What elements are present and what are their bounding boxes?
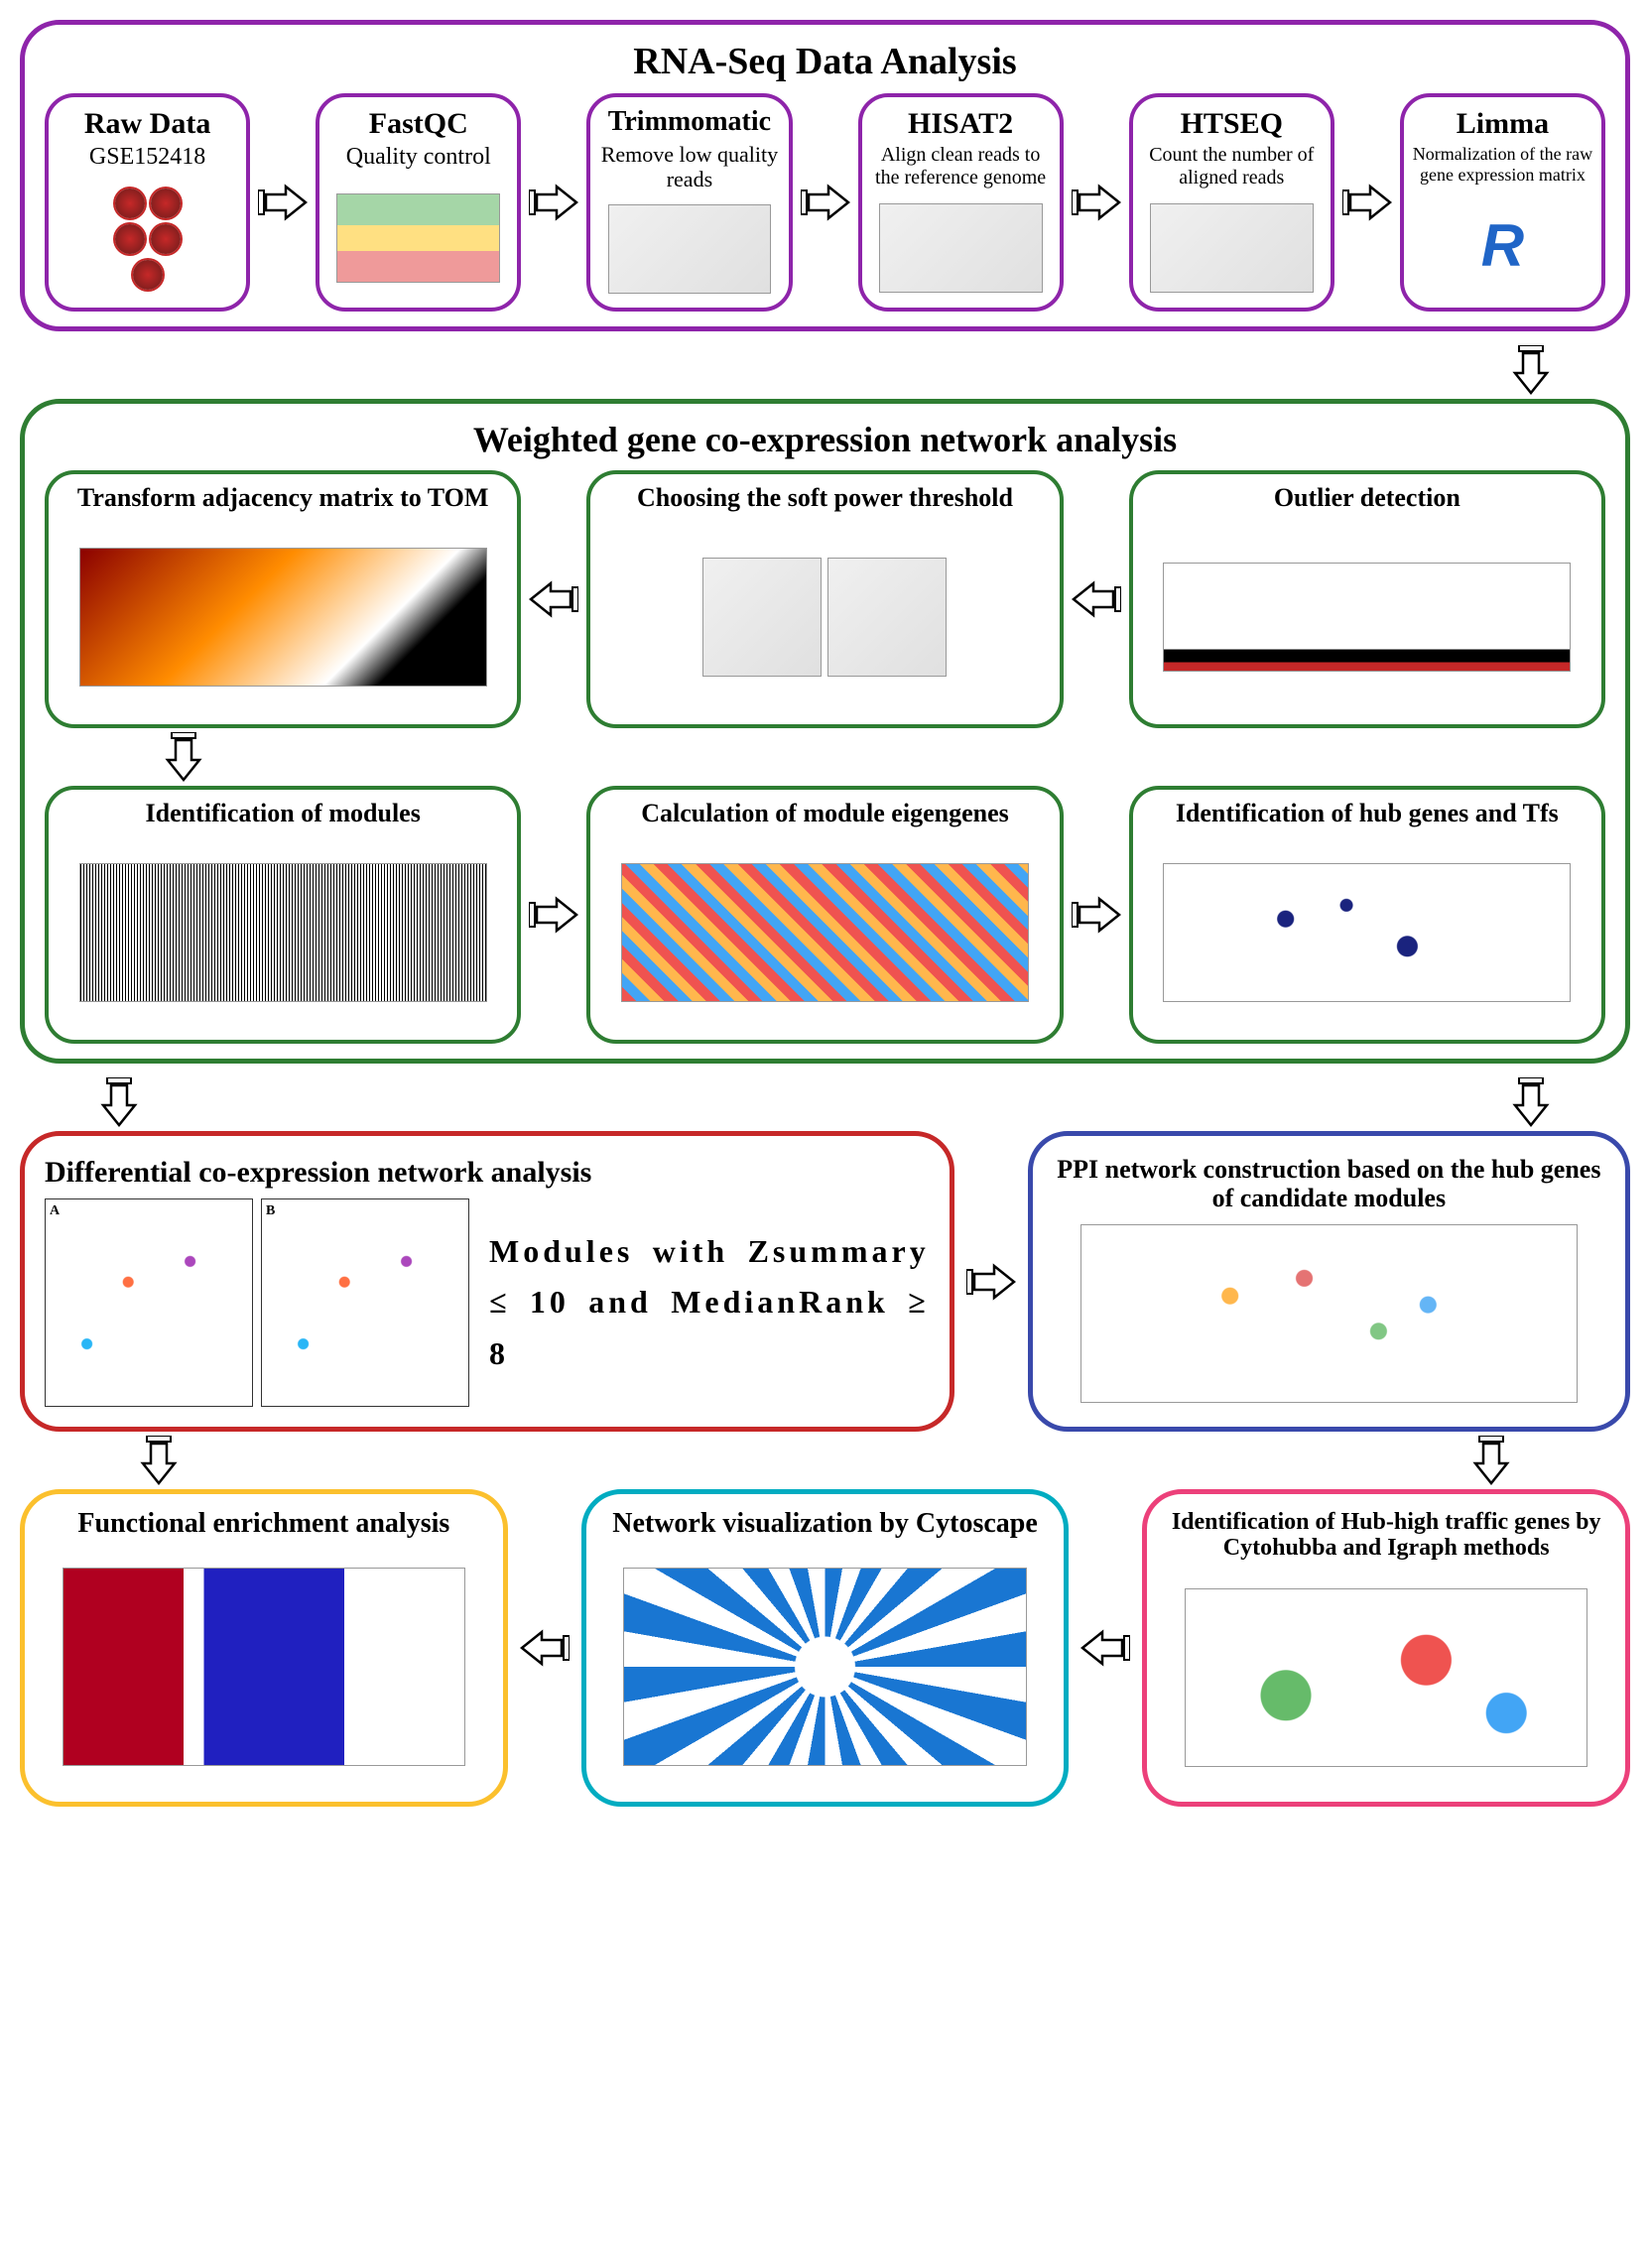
- wgcna-row2: Identification of modules Calculation of…: [45, 786, 1605, 1044]
- step-title: Identification of hub genes and Tfs: [1176, 800, 1559, 828]
- arrow-down-icon: [1511, 345, 1551, 395]
- arrow-down-icon: [1511, 1077, 1551, 1127]
- step-sub: Normalization of the raw gene expression…: [1412, 144, 1593, 185]
- arrow-down-icon: [164, 732, 203, 782]
- module-dendro-icon: [57, 836, 509, 1030]
- softpower-plot-icon: [598, 521, 1051, 714]
- step-title: Outlier detection: [1274, 484, 1460, 513]
- qc-plot-icon: [327, 180, 509, 298]
- section-rnaseq: RNA-Seq Data Analysis Raw Data GSE152418…: [20, 20, 1630, 331]
- tom-heatmap-icon: [57, 521, 509, 714]
- box-enrichment: Functional enrichment analysis: [20, 1489, 508, 1807]
- section2-title: Weighted gene co-expression network anal…: [45, 419, 1605, 460]
- step-title: Trimmomatic: [608, 107, 771, 138]
- preservation-plots: A B: [45, 1198, 469, 1407]
- arrow-right-icon: [801, 183, 850, 222]
- cytoscape-net-icon: [601, 1548, 1050, 1787]
- step-outlier: Outlier detection: [1129, 470, 1605, 728]
- section-ppi: PPI network construction based on the hu…: [1028, 1131, 1630, 1432]
- enrichment-bars-icon: [40, 1548, 488, 1787]
- hub-network-icon: [1141, 836, 1593, 1030]
- section-wgcna: Weighted gene co-expression network anal…: [20, 399, 1630, 1064]
- section3b-title: PPI network construction based on the hu…: [1053, 1156, 1605, 1212]
- arrow-left-icon: [529, 579, 578, 619]
- arrow-down-icon: [99, 1077, 139, 1127]
- step-hisat2: HISAT2 Align clean reads to the referenc…: [858, 93, 1064, 312]
- step-eigengenes: Calculation of module eigengenes: [586, 786, 1063, 1044]
- step-title: FastQC: [369, 107, 468, 140]
- arrow-left-icon: [1072, 579, 1121, 619]
- step-sub: Count the number of aligned reads: [1141, 144, 1323, 189]
- box-cytoscape: Network visualization by Cytoscape: [581, 1489, 1070, 1807]
- bottom-row: Functional enrichment analysis Network v…: [20, 1489, 1630, 1807]
- section1-row: Raw Data GSE152418 FastQC Quality contro…: [45, 93, 1605, 312]
- criteria-text: Modules with Zsummary ≤ 10 and MedianRan…: [489, 1226, 930, 1379]
- step-fastqc: FastQC Quality control: [316, 93, 521, 312]
- trim-plot-icon: [598, 199, 780, 298]
- arrow-right-icon: [258, 183, 308, 222]
- step-htseq: HTSEQ Count the number of aligned reads: [1129, 93, 1334, 312]
- arrow-left-icon: [520, 1628, 570, 1668]
- box-hubtraffic: Identification of Hub-high traffic genes…: [1142, 1489, 1630, 1807]
- connector-3-4: [20, 1432, 1630, 1489]
- r-logo-icon: R: [1412, 192, 1593, 298]
- arrow-right-icon: [1342, 183, 1392, 222]
- arrow-right-icon: [966, 1262, 1016, 1302]
- bottom-title: Network visualization by Cytoscape: [612, 1509, 1038, 1540]
- step-hubgenes: Identification of hub genes and Tfs: [1129, 786, 1605, 1044]
- section1-title: RNA-Seq Data Analysis: [45, 40, 1605, 83]
- section-diffcoexp: Differential co-expression network analy…: [20, 1131, 954, 1432]
- ppi-network-icon: [1053, 1220, 1605, 1407]
- arrow-right-icon: [1072, 895, 1121, 935]
- step-modules: Identification of modules: [45, 786, 521, 1044]
- step-title: Choosing the soft power threshold: [637, 484, 1013, 513]
- connector-1-2: [20, 341, 1630, 399]
- step-trimmomatic: Trimmomatic Remove low quality reads: [586, 93, 792, 312]
- step-softpower: Choosing the soft power threshold: [586, 470, 1063, 728]
- step-title: HISAT2: [908, 107, 1013, 140]
- wgcna-row1: Transform adjacency matrix to TOM Choosi…: [45, 470, 1605, 728]
- step-title: Transform adjacency matrix to TOM: [77, 484, 489, 513]
- arrow-right-icon: [529, 895, 578, 935]
- step-sub: Remove low quality reads: [598, 142, 780, 192]
- step-sub: GSE152418: [89, 144, 205, 172]
- outlier-dendro-icon: [1141, 521, 1593, 714]
- step-sub: Align clean reads to the reference genom…: [870, 144, 1052, 189]
- align-plot-icon: [870, 197, 1052, 298]
- arrow-left-icon: [1080, 1628, 1130, 1668]
- step-tom: Transform adjacency matrix to TOM: [45, 470, 521, 728]
- bottom-title: Functional enrichment analysis: [77, 1509, 449, 1540]
- step-rawdata: Raw Data GSE152418: [45, 93, 250, 312]
- virus-icon: [57, 180, 238, 298]
- bottom-title: Identification of Hub-high traffic genes…: [1162, 1509, 1610, 1562]
- section3-row: Differential co-expression network analy…: [20, 1131, 1630, 1432]
- section3a-title: Differential co-expression network analy…: [45, 1156, 930, 1189]
- arrow-right-icon: [1072, 183, 1121, 222]
- connector-2-3: [20, 1073, 1630, 1131]
- step-title: Identification of modules: [145, 800, 420, 828]
- arrow-right-icon: [529, 183, 578, 222]
- step-sub: Quality control: [346, 144, 491, 172]
- wgcna-v-conn: [45, 728, 1605, 786]
- cluster-nets-icon: [1162, 1570, 1610, 1787]
- arrow-down-icon: [1471, 1436, 1511, 1485]
- step-title: Limma: [1457, 107, 1549, 140]
- step-title: HTSEQ: [1181, 107, 1283, 140]
- count-plot-icon: [1141, 197, 1323, 298]
- eigengene-heatmap-icon: [598, 836, 1051, 1030]
- step-title: Raw Data: [84, 107, 211, 140]
- arrow-down-icon: [139, 1436, 179, 1485]
- step-title: Calculation of module eigengenes: [641, 800, 1009, 828]
- step-limma: Limma Normalization of the raw gene expr…: [1400, 93, 1605, 312]
